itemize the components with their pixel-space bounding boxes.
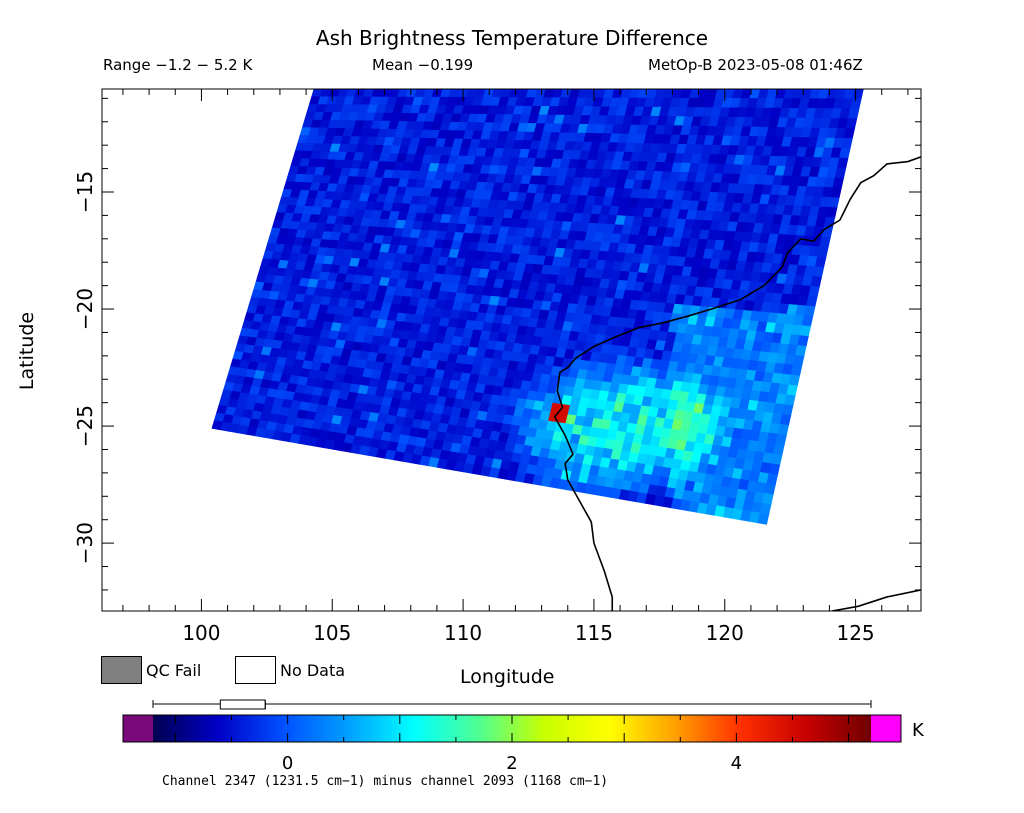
y-tick-label: −20	[73, 288, 97, 330]
colorbar-unit: K	[912, 720, 924, 741]
coastline-segment	[818, 89, 823, 90]
heatmap-cell	[766, 473, 778, 486]
heatmap-cell	[841, 138, 853, 149]
heatmap-cell	[847, 108, 860, 119]
coastline	[553, 89, 921, 611]
heatmap-cell	[812, 266, 825, 278]
heatmap-cell	[821, 226, 833, 238]
heatmap-cell	[836, 157, 849, 169]
y-tick-label: −25	[73, 405, 97, 447]
heatmap-cell	[845, 118, 858, 129]
heatmap-cell	[775, 433, 787, 446]
heatmap-cell	[788, 374, 800, 387]
heatmap-cell	[761, 492, 774, 505]
mean-label: Mean −0.199	[372, 56, 474, 74]
heatmap-cell	[784, 394, 796, 406]
colorbar-over-swatch	[871, 715, 901, 742]
satellite-label: MetOp-B 2023-05-08 01:46Z	[648, 56, 863, 74]
qc-fail-swatch	[101, 656, 142, 684]
channel-caption: Channel 2347 (1231.5 cm−1) minus channel…	[162, 774, 609, 789]
range-label: Range −1.2 − 5.2 K	[103, 56, 253, 74]
heatmap-cell	[808, 285, 820, 298]
heatmap-cell	[759, 502, 772, 515]
heatmap-cell	[834, 167, 847, 179]
coastline-segment	[553, 156, 921, 611]
heatmap-cell	[797, 335, 809, 347]
coastline-segment	[831, 589, 921, 611]
heatmap-cell	[852, 89, 864, 100]
heatmap-cell	[828, 197, 840, 209]
no-data-label: No Data	[280, 661, 346, 680]
x-axis-label: Longitude	[460, 666, 555, 688]
heatmap-cell	[764, 483, 776, 496]
colorbar-tick-label: 4	[731, 753, 742, 774]
heatmap-cell	[770, 453, 783, 466]
y-tick-label: −15	[73, 171, 97, 213]
heatmap-cell	[799, 325, 811, 337]
distribution-box	[219, 699, 266, 710]
x-tick-label: 125	[836, 621, 874, 645]
qc-fail-label: QC Fail	[146, 661, 202, 680]
heatmap-cell	[843, 128, 856, 139]
x-tick-label: 115	[575, 621, 613, 645]
heatmap-cell	[839, 147, 851, 159]
heatmap-cell	[779, 414, 792, 426]
heatmap-cell	[790, 364, 803, 377]
heatmap-cell	[832, 177, 845, 189]
colorbar-tick-label: 2	[506, 753, 517, 774]
heatmap-cell	[757, 512, 770, 525]
heatmap-cell	[803, 305, 816, 317]
x-tick-label: 105	[313, 621, 351, 645]
y-axis-label: Latitude	[16, 311, 39, 391]
heatmap-cell	[817, 246, 829, 258]
plot-frame	[101, 88, 922, 612]
heatmap-cell	[825, 207, 838, 218]
heatmap-cell	[806, 295, 818, 308]
x-tick-label: 120	[706, 621, 744, 645]
x-tick-label: 110	[444, 621, 482, 645]
heatmap-cell	[830, 187, 842, 199]
heatmap-cell	[819, 236, 831, 248]
colorbar-tick-label: 0	[282, 753, 293, 774]
chart-title: Ash Brightness Temperature Difference	[315, 26, 709, 50]
heatmap-cell	[786, 384, 798, 397]
no-data-swatch	[235, 656, 276, 684]
y-tick-label: −30	[73, 522, 97, 564]
colorbar-under-swatch	[123, 715, 153, 742]
x-tick-label: 100	[182, 621, 220, 645]
heatmap-swath	[211, 89, 864, 525]
heatmap-cell	[801, 315, 814, 327]
heatmap-cell	[781, 404, 794, 416]
heatmap-cell	[810, 276, 822, 288]
heatmap-cell	[795, 345, 807, 357]
heatmap-cell	[768, 463, 781, 476]
heatmap-cell	[814, 256, 827, 268]
heatmap-cell	[773, 443, 785, 456]
colorbar: 0 2 4	[122, 699, 902, 774]
heatmap-cell	[777, 423, 789, 436]
heatmap-cell	[792, 354, 805, 367]
axis-ticks: 100 105 110 115 120 125 −15 −20 −25 −30	[73, 89, 921, 645]
